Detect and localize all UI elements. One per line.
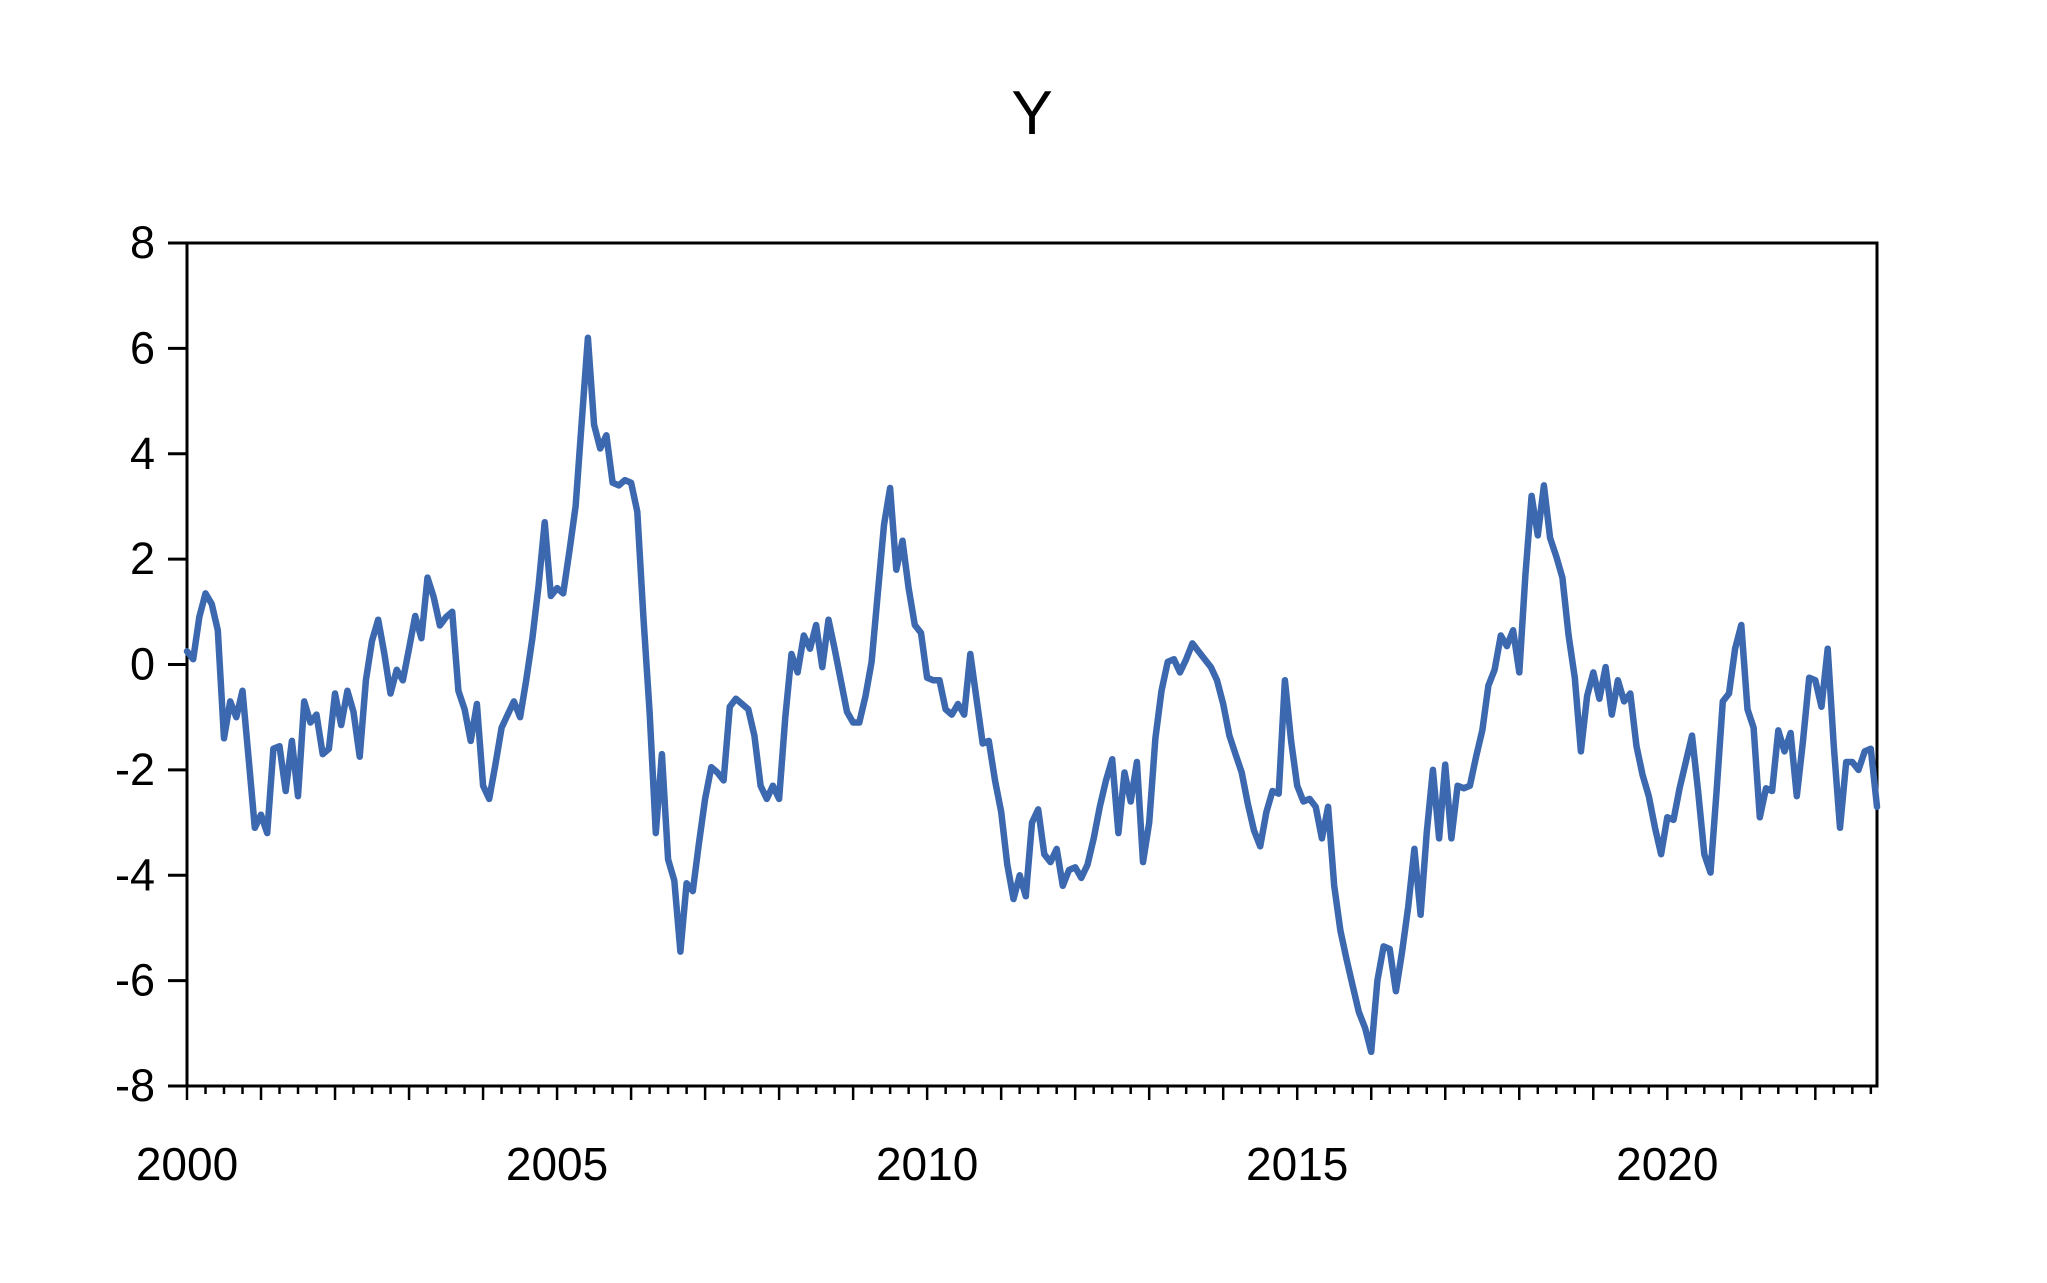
y-axis-tick-label: -2 <box>115 744 155 795</box>
y-axis-tick-label: 8 <box>130 217 155 268</box>
y-axis-tick-label: -4 <box>115 849 155 900</box>
y-axis-tick-label: 4 <box>130 428 155 479</box>
plot-border <box>185 241 1879 1088</box>
y-axis-tick-label: -6 <box>115 955 155 1006</box>
series-line <box>183 334 1881 1056</box>
x-axis-tick-label: 2010 <box>876 1138 978 1190</box>
x-axis-tick-label: 2000 <box>136 1138 238 1190</box>
y-axis-tick-label: 6 <box>130 322 155 373</box>
x-axis-tick-label: 2015 <box>1246 1138 1348 1190</box>
y-axis-tick-label: 2 <box>130 533 155 584</box>
chart-title: Y <box>1011 79 1053 148</box>
y-axis-tick-label: -8 <box>115 1060 155 1111</box>
y-axis-tick-label: 0 <box>130 639 155 690</box>
x-axis-tick-label: 2005 <box>506 1138 608 1190</box>
x-axis-tick-label: 2020 <box>1616 1138 1718 1190</box>
